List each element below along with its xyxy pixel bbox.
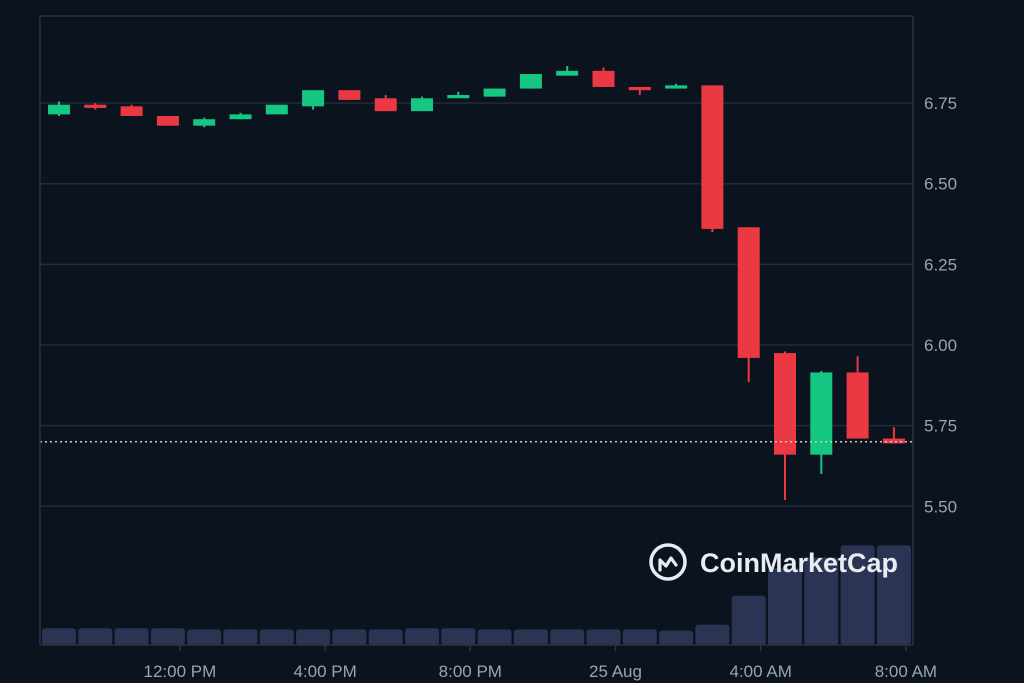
candle-body xyxy=(846,372,869,439)
candle-body xyxy=(483,88,506,97)
x-tick-label: 4:00 PM xyxy=(293,662,356,681)
volume-bar xyxy=(550,629,585,645)
candle xyxy=(193,117,216,128)
candle-body xyxy=(556,70,579,76)
volume-bar xyxy=(513,629,548,645)
y-tick-label: 5.50 xyxy=(924,497,957,516)
candle xyxy=(48,101,70,116)
candle xyxy=(628,86,651,96)
candle-body xyxy=(447,95,470,99)
volume-bar xyxy=(622,629,657,645)
volume-bar xyxy=(768,568,802,645)
candle-body xyxy=(156,115,179,126)
y-axis-ticks: 5.50 5.75 6.00 6.25 6.50 6.75 xyxy=(924,94,957,516)
candle xyxy=(302,90,325,110)
candle-body xyxy=(665,85,688,89)
volume-bar xyxy=(296,629,331,645)
y-tick-label: 5.75 xyxy=(924,417,957,436)
x-tick-label: 8:00 PM xyxy=(439,662,502,681)
axis-frame xyxy=(39,15,914,646)
candle xyxy=(519,74,542,89)
candle-body xyxy=(84,104,107,108)
candle-body xyxy=(737,227,760,358)
grid-lines xyxy=(40,102,913,508)
y-tick-label: 6.00 xyxy=(924,336,957,355)
candle xyxy=(556,65,579,76)
volume-bar xyxy=(659,630,694,645)
x-axis-ticks: 12:00 PM 4:00 PM 8:00 PM 25 Aug 4:00 AM 8:00 … xyxy=(144,645,937,681)
volume-bar xyxy=(586,629,621,645)
x-tick-label: 12:00 PM xyxy=(144,662,217,681)
candle-body xyxy=(882,438,905,444)
x-tick-label: 8:00 AM xyxy=(875,662,937,681)
candle xyxy=(411,96,433,112)
candle xyxy=(882,427,905,444)
volume-bar xyxy=(840,545,875,645)
candle xyxy=(156,115,179,126)
candle xyxy=(483,88,506,97)
candle xyxy=(737,227,760,383)
candle-body xyxy=(302,90,325,107)
y-tick-label: 6.50 xyxy=(924,175,957,194)
candle-body xyxy=(338,90,361,100)
candle xyxy=(447,91,470,99)
candle xyxy=(774,351,796,500)
candle xyxy=(701,85,724,233)
volume-bar xyxy=(42,628,76,645)
candle-body xyxy=(120,106,143,116)
candle xyxy=(846,356,869,439)
volume-bar xyxy=(405,628,439,645)
candle-body xyxy=(193,119,216,126)
candle-body xyxy=(374,98,397,112)
candle xyxy=(665,83,688,89)
candle-body xyxy=(411,98,433,112)
candle xyxy=(374,95,397,112)
candle-body xyxy=(265,104,288,115)
volume-bar xyxy=(150,628,185,645)
candle-body xyxy=(592,70,615,87)
volume-bar xyxy=(441,628,476,645)
candles xyxy=(48,65,905,500)
candle xyxy=(810,370,833,475)
volume-bar xyxy=(332,629,367,645)
volume-bar xyxy=(223,629,258,645)
candle-body xyxy=(774,353,796,455)
coinmarketcap-watermark: CoinMarketCap xyxy=(649,543,898,581)
candle-body xyxy=(701,85,724,229)
volume-bar xyxy=(695,624,730,645)
volume-bar xyxy=(368,629,403,645)
x-tick-label: 4:00 AM xyxy=(730,662,792,681)
candle-body xyxy=(229,114,252,120)
volume-bar xyxy=(876,545,911,645)
y-tick-label: 6.75 xyxy=(924,94,957,113)
x-tick-label: 25 Aug xyxy=(589,662,642,681)
candle xyxy=(338,90,361,100)
volume-bar xyxy=(259,629,294,645)
candle xyxy=(84,103,107,110)
volume-bars xyxy=(42,545,911,645)
candle xyxy=(265,104,288,115)
volume-bar xyxy=(477,629,512,645)
candle xyxy=(120,104,143,116)
candle-body xyxy=(628,86,651,91)
volume-bar xyxy=(187,629,222,645)
candle-body xyxy=(810,372,833,455)
volume-bar xyxy=(804,557,839,645)
y-tick-label: 6.25 xyxy=(924,255,957,274)
coinmarketcap-logo-icon xyxy=(649,543,687,581)
volume-bar xyxy=(114,628,149,645)
candle-body xyxy=(519,74,542,89)
volume-bar xyxy=(78,628,113,645)
watermark-brand: CoinMarketCap xyxy=(700,548,898,578)
candle xyxy=(229,112,252,120)
candle xyxy=(592,67,615,87)
volume-bar xyxy=(731,595,766,645)
candle-body xyxy=(48,104,70,115)
